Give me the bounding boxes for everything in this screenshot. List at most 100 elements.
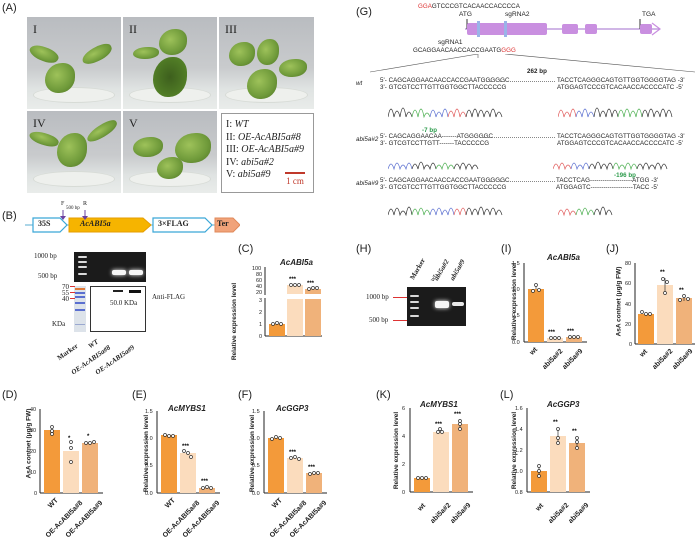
leaf-shape: [84, 117, 120, 145]
svg-text:0: 0: [34, 491, 37, 497]
chart-title-i: AcABI5a: [547, 253, 580, 262]
construct-element-35s: 35S: [38, 219, 51, 228]
abi5a9-bottom-left: 3'- GTCGTCCTTGTTGGTGGCTTACCCCCG: [380, 184, 507, 191]
x-label-i-abi5a9: abi5a#9: [561, 347, 585, 372]
svg-text:0: 0: [629, 342, 632, 347]
leaf-shape: [157, 157, 183, 179]
svg-text:40: 40: [30, 407, 36, 413]
start-codon-label: ATG: [459, 11, 473, 18]
svg-text:***: ***: [454, 412, 462, 418]
x-label-e-wt: WT: [164, 497, 177, 510]
svg-text:0: 0: [259, 334, 262, 340]
svg-text:1.2: 1.2: [515, 448, 523, 454]
wt-top-left: 5'- CAGCAGGAACAACCACCGAATGGGGGC: [380, 77, 510, 84]
x-label-k-abi5a9: abi5a#9: [449, 501, 473, 526]
svg-text:1.5: 1.5: [145, 409, 153, 415]
bar-chart-e: 1.5 1.0 0.5 0.0 *** ***: [145, 409, 220, 497]
panel-label-c: (C): [238, 243, 254, 255]
gel-h-marker-1000bp: 1000 bp: [366, 293, 389, 301]
x-label-l-wt: wt: [534, 502, 546, 513]
leaf-shape: [133, 137, 163, 157]
svg-text:80: 80: [625, 261, 631, 267]
ladder-40: 40: [62, 295, 69, 303]
svg-text:***: ***: [435, 422, 443, 428]
chart-title-c: AcABI5a: [280, 258, 313, 267]
leaf-shape: [229, 42, 255, 66]
abi5a2-bottom-right: ATGGAGTCCCGTCACAACCACCCCATC -5': [557, 140, 683, 147]
svg-text:1: 1: [259, 322, 262, 328]
panel-label-k: (K): [376, 389, 391, 401]
leaf-shape: [279, 59, 307, 77]
x-label-e-oe9: OE-AcABI5a#9: [181, 499, 222, 539]
allele-name-abi5a2: abi5a#2: [356, 136, 379, 143]
svg-text:10: 10: [30, 470, 36, 476]
leaf-shape: [57, 133, 87, 167]
svg-text:1.0: 1.0: [145, 436, 153, 442]
chromatogram-abi5a9-right: [558, 206, 613, 217]
abi5a9-bottom-right: ATGGAGTC--------------------TACC -5': [556, 184, 659, 191]
svg-text:2: 2: [259, 310, 262, 316]
svg-text:***: ***: [307, 281, 315, 287]
bar-chart-l: 1.6 1.4 1.2 1.0 0.8 ** **: [515, 406, 590, 496]
svg-text:***: ***: [308, 465, 316, 471]
stop-codon-label: TGA: [642, 11, 656, 18]
svg-text:3: 3: [259, 298, 262, 304]
svg-text:**: **: [660, 270, 665, 276]
svg-text:1.5: 1.5: [512, 261, 520, 267]
x-label-f-wt: WT: [271, 497, 284, 510]
svg-text:20: 20: [30, 449, 36, 455]
gel-h-marker-500bp: 500 bp: [369, 316, 389, 324]
svg-text:***: ***: [201, 479, 209, 485]
svg-text:1.0: 1.0: [252, 436, 260, 442]
chart-title-l: AcGGP3: [547, 400, 580, 409]
svg-text:**: **: [572, 429, 577, 435]
svg-text:*: *: [87, 434, 90, 440]
scale-bar: 1 cm: [285, 172, 305, 187]
abi5a2-top-left: 5'- CAGCAGGAACAA-------ATGGGGGC: [380, 133, 493, 140]
gel-marker-500bp: 500 bp: [38, 272, 58, 280]
antibody-label: Anti-FLAG: [152, 293, 186, 301]
panel-label-a: (A): [2, 2, 17, 14]
chromatogram-wt-right: [558, 107, 673, 118]
svg-text:60: 60: [625, 281, 631, 287]
primer-f-label: F: [61, 201, 65, 207]
svg-text:1.4: 1.4: [515, 427, 523, 433]
legend-row: I: WT: [226, 119, 249, 130]
svg-text:0.0: 0.0: [145, 491, 153, 497]
svg-text:30: 30: [30, 428, 36, 434]
plant-photo-2: II: [123, 17, 217, 109]
panel-label-b: (B): [2, 210, 17, 222]
sgrna1-sequence: GCAGGAACAACCACCGAATGGGG: [413, 47, 516, 54]
panel-label-i: (I): [501, 243, 512, 255]
expression-construct-diagram: [25, 210, 240, 233]
bar-chart-j: 80 60 40 20 0 ** **: [625, 261, 695, 347]
leaf-shape: [153, 57, 187, 97]
svg-text:60: 60: [256, 278, 262, 284]
svg-text:0: 0: [402, 490, 405, 496]
svg-text:40: 40: [256, 284, 262, 290]
sgrna2-label: sgRNA2: [505, 11, 530, 18]
y-axis-label-c: Relative expression level: [231, 282, 239, 361]
band-size-label: 50.0 KDa: [110, 299, 138, 307]
abi5a9-top-right: TACCTCAG--------------------ATGG -3': [556, 177, 659, 184]
construct-element-terminator: Ter: [217, 219, 229, 228]
svg-text:2: 2: [402, 462, 405, 468]
x-label-j-abi5a2: abi5a#2: [651, 347, 675, 372]
legend-row: IV: abi5a#2: [226, 156, 274, 168]
svg-text:20: 20: [256, 290, 262, 296]
bar-chart-f: 1.5 1.0 0.5 0.0 *** ***: [252, 409, 327, 497]
wt-top-right: TACCTCAGGGCAGTGTTGGTGGGGTAG -3': [557, 77, 685, 84]
x-label-j-wt: wt: [638, 348, 650, 359]
x-label-d-oe9: OE-AcABI5a#9: [64, 499, 105, 539]
photo-roman-label: V: [129, 116, 138, 130]
svg-text:0.5: 0.5: [145, 463, 153, 469]
distance-label: 262 bp: [527, 68, 547, 75]
legend-row: III: OE-AcABI5a#9: [226, 144, 305, 155]
x-label-k-wt: wt: [416, 502, 428, 513]
abi5a9-top-left: 5'- CAGCAGGAACAACCACCGAATGGGGGC: [380, 177, 510, 184]
protein-ladder: [74, 286, 86, 332]
ladder-unit: KDa: [52, 320, 66, 328]
legend-row: V: abi5a#9: [226, 169, 271, 180]
bar-chart-k: 6 4 2 0 *** ***: [402, 406, 473, 496]
